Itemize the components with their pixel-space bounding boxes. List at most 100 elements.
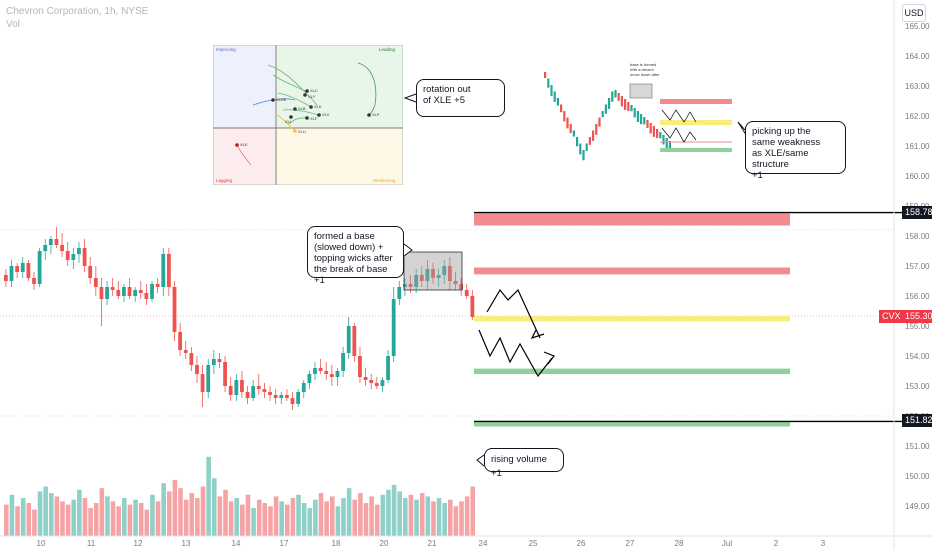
candle [37, 248, 42, 287]
price-tick-label: 153.00 [905, 382, 930, 391]
candle-body [290, 398, 295, 404]
mini-candle [588, 137, 591, 145]
volume-bar [93, 503, 99, 536]
mini-candle [614, 90, 617, 98]
volume-bar [138, 503, 144, 536]
volume-bar [273, 496, 279, 536]
candle [290, 392, 295, 410]
mini-candle [652, 126, 655, 137]
candle [223, 356, 227, 392]
volume-bar [442, 503, 447, 536]
mini-candle [627, 102, 630, 112]
price-tick-label: 161.00 [905, 142, 930, 151]
candle-body [431, 269, 435, 278]
candle [403, 278, 407, 296]
candle [211, 350, 216, 374]
candle-body [54, 239, 59, 245]
time-axis[interactable]: 10 11 12 13 14 17 18 20 21 24 25 26 27 28 Jul 2 3 [0, 535, 932, 548]
currency-button[interactable]: USD [902, 4, 926, 22]
candle-body [178, 332, 183, 350]
volume-bars [4, 456, 476, 536]
candle [161, 248, 166, 296]
mini-candle [656, 129, 659, 138]
candle-body [88, 266, 93, 278]
candle [99, 278, 104, 326]
zone-red-1 [474, 267, 790, 275]
price-tick-label: 164.00 [905, 52, 930, 61]
candle [183, 341, 188, 359]
volume-bar [105, 496, 110, 536]
rrg-label-xli: XLI [285, 119, 291, 124]
price-tick-label: 163.00 [905, 82, 930, 91]
candle-body [403, 284, 407, 287]
base-callout: formed a base (slowed down) + topping wi… [307, 226, 404, 286]
price-tick-label: 160.00 [905, 172, 930, 181]
candle-body [386, 356, 390, 380]
time-tick-label: 11 [87, 539, 96, 548]
volume-bar [346, 488, 352, 536]
time-tick-label: 3 [821, 539, 826, 548]
candle-body [138, 290, 143, 293]
time-tick-label: Jul [722, 539, 732, 548]
projection-upper-arrowhead [530, 329, 545, 340]
volume-bar [285, 504, 290, 536]
candle-body [268, 392, 272, 395]
candle [251, 380, 256, 401]
candle [172, 281, 177, 341]
candle [256, 374, 261, 395]
candle-body [122, 287, 126, 296]
volume-bar [144, 509, 150, 536]
volume-bar [60, 501, 65, 536]
mini-candle [646, 120, 649, 128]
volume-bar [296, 494, 301, 536]
volume-bar [211, 478, 217, 536]
candle [431, 263, 435, 284]
mini-candle [556, 98, 559, 106]
time-tick-label: 26 [577, 539, 586, 548]
candle [116, 281, 121, 299]
rrg-label-xlk: XLK [314, 104, 322, 109]
candle-body [251, 386, 256, 398]
volume-bar [161, 483, 166, 536]
candle-body [301, 383, 306, 392]
candle-body [82, 248, 87, 266]
volume-bar [313, 499, 318, 536]
volume-pointer [476, 454, 485, 467]
volume-bar [43, 486, 48, 536]
time-tick-label: 27 [626, 539, 635, 548]
volume-bar [262, 503, 268, 536]
candle-body [324, 371, 329, 374]
current-price-tag: 155.30 [902, 310, 932, 323]
candle-body [32, 278, 36, 284]
rrg-label-xle: XLE [240, 142, 248, 147]
volume-bar [133, 499, 138, 536]
candle [352, 323, 357, 362]
candle [9, 260, 14, 287]
candle-body [256, 386, 261, 389]
candle-body [341, 353, 345, 371]
volume-bar [48, 493, 54, 536]
zone-green-3 [474, 368, 790, 374]
mini-candle [665, 138, 668, 149]
volume-bar [54, 496, 60, 536]
time-tick-label: 21 [428, 539, 437, 548]
symbol-tag: CVX [879, 310, 904, 323]
time-tick-label: 13 [182, 539, 191, 548]
price-axis[interactable]: 149.00150.00151.00152.00153.00154.00155.… [893, 0, 930, 550]
mini-candle [640, 114, 643, 125]
mini-candle [662, 135, 665, 145]
candle [329, 365, 334, 386]
volume-bar [110, 501, 116, 536]
volume-bar [408, 494, 414, 536]
candle [228, 377, 233, 401]
rrg-label-xlb: XLB [298, 106, 306, 111]
candle [425, 260, 430, 290]
volume-bar [341, 498, 346, 536]
volume-bar [464, 496, 470, 536]
volume-bar [453, 506, 459, 536]
mini-candle [598, 117, 601, 127]
volume-bar [324, 501, 329, 536]
volume-bar [397, 491, 402, 536]
candle-body [195, 365, 199, 374]
